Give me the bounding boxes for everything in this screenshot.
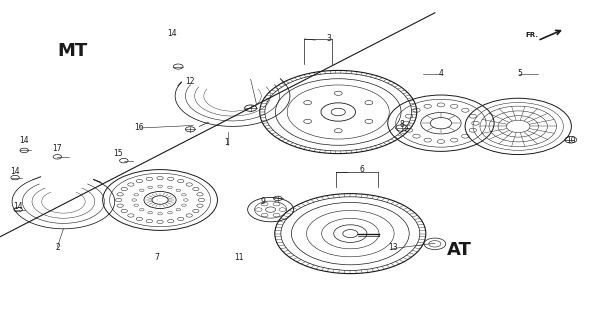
Text: AT: AT <box>446 241 472 259</box>
Text: 1: 1 <box>224 138 229 147</box>
Text: 9: 9 <box>260 197 265 206</box>
Text: 14: 14 <box>13 202 23 211</box>
Text: 3: 3 <box>327 34 332 43</box>
Text: 13: 13 <box>388 244 397 252</box>
Text: 16: 16 <box>134 124 144 132</box>
Text: 5: 5 <box>517 69 522 78</box>
Text: 7: 7 <box>155 253 159 262</box>
Text: 2: 2 <box>55 244 60 252</box>
Text: 6: 6 <box>360 165 365 174</box>
Text: 14: 14 <box>10 167 20 176</box>
Text: MT: MT <box>57 42 88 60</box>
Text: 11: 11 <box>234 253 243 262</box>
Text: 17: 17 <box>53 144 62 153</box>
Text: FR.: FR. <box>525 32 538 38</box>
Text: 12: 12 <box>185 77 195 86</box>
Text: 8: 8 <box>399 120 404 129</box>
Text: 15: 15 <box>113 149 123 158</box>
Text: 14: 14 <box>19 136 29 145</box>
Text: 4: 4 <box>439 69 443 78</box>
Text: 10: 10 <box>566 136 576 145</box>
Text: 14: 14 <box>167 29 177 38</box>
